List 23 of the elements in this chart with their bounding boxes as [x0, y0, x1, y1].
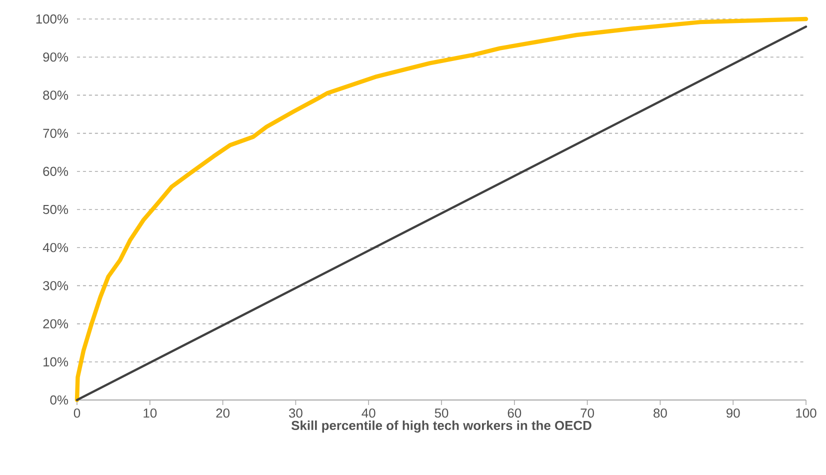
y-tick-label: 90%: [43, 52, 68, 62]
x-tick-label: 90: [726, 408, 740, 418]
y-tick-label: 100%: [36, 14, 68, 24]
x-tick-label: 40: [362, 408, 376, 418]
x-tick-label: 20: [216, 408, 230, 418]
y-tick-label: 50%: [43, 204, 68, 214]
x-tick-label: 30: [289, 408, 302, 418]
y-tick-label: 10%: [44, 357, 68, 366]
x-tick-label: 100: [796, 408, 816, 418]
y-tick-label: 20%: [43, 319, 68, 328]
y-tick-label: 0%: [50, 395, 68, 405]
x-tick-label: 10: [144, 408, 157, 418]
x-tick-label: 80: [654, 408, 667, 418]
x-tick-label: 50: [434, 408, 448, 418]
x-axis-title: Skill percentile of high tech workers in the OECD: [291, 420, 592, 433]
y-tick-label: 30%: [43, 281, 68, 290]
y-tick-label: 60%: [43, 166, 68, 176]
x-tick-label: 60: [508, 408, 522, 418]
y-tick-label: 80%: [43, 90, 68, 100]
y-tick-label: 40%: [42, 243, 68, 252]
y-tick-label: 70%: [43, 128, 68, 138]
x-tick-label: 70: [580, 408, 594, 418]
x-tick-label: 0: [74, 408, 80, 418]
